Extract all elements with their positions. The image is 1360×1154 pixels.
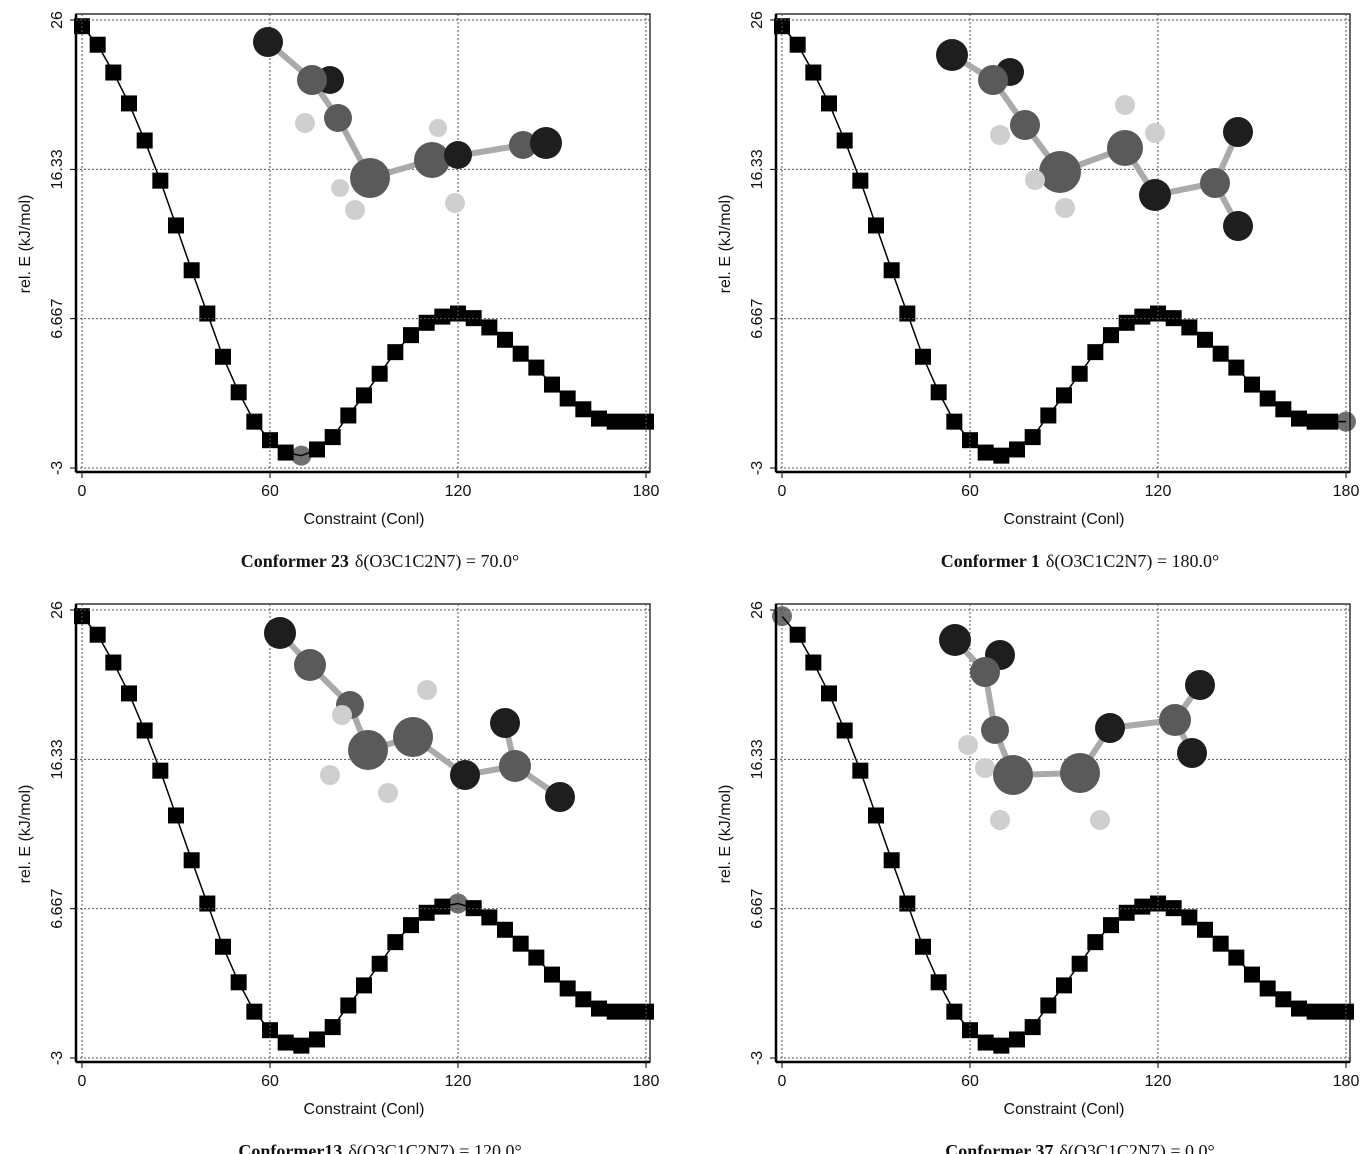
y-axis-label: rel. E (kJ/mol) (717, 785, 734, 884)
x-tick-label: 180 (633, 483, 660, 500)
x-tick-label: 60 (261, 1073, 279, 1090)
y-axis-label: rel. E (kJ/mol) (17, 195, 34, 294)
x-tick-label: 120 (1145, 483, 1172, 500)
x-tick-label: 60 (961, 483, 979, 500)
x-tick-label: 0 (778, 483, 787, 500)
x-tick-label: 60 (261, 483, 279, 500)
molecule (936, 39, 1253, 241)
x-axis-label: Constraint (Conl) (1004, 1101, 1125, 1118)
x-tick-label: 180 (1333, 1073, 1360, 1090)
caption-label: Conformer 1 (941, 551, 1040, 571)
chart-grid: -3 6.667 16.33 26 0 60 120 180 Constraint (Conl)… (0, 0, 1360, 1154)
molecule (253, 27, 562, 220)
x-tick-label: 0 (78, 483, 87, 500)
y-tick-label: 16.33 (49, 149, 66, 189)
x-tick-label: 0 (778, 1073, 787, 1090)
caption-text: δ(O3C1C2N7) = 0.0° (1059, 1141, 1214, 1154)
y-tick-label: -3 (749, 461, 766, 475)
y-tick-label: -3 (49, 461, 66, 475)
panel: -3 6.667 16.33 26 0 60 120 180 Constraint (Conl)… (17, 11, 659, 572)
x-axis-label: Constraint (Conl) (304, 1101, 425, 1118)
panel: -3 6.667 16.33 26 0 60 120 180 Constraint (Conl)… (17, 601, 659, 1154)
panel: -3 6.667 16.33 26 0 60 120 180 Constraint (Conl)… (717, 11, 1359, 572)
caption: Conformer13 δ(O3C1C2N7) = 120.0° (238, 1141, 521, 1154)
y-tick-label: 26 (749, 11, 766, 29)
panel: -3 6.667 16.33 26 0 60 120 180 Constraint (Conl)… (717, 601, 1359, 1154)
caption: Conformer 37 δ(O3C1C2N7) = 0.0° (945, 1141, 1214, 1154)
y-tick-label: 26 (49, 11, 66, 29)
y-tick-label: 16.33 (49, 739, 66, 779)
x-tick-label: 120 (445, 1073, 472, 1090)
x-axis-label: Constraint (Conl) (1004, 511, 1125, 528)
y-tick-label: -3 (49, 1051, 66, 1065)
x-tick-label: 0 (78, 1073, 87, 1090)
y-tick-label: 26 (49, 601, 66, 619)
caption-label: Conformer 37 (945, 1141, 1053, 1154)
y-tick-label: 6.667 (49, 889, 66, 929)
caption-label: Conformer13 (238, 1141, 342, 1154)
caption-text: δ(O3C1C2N7) = 70.0° (355, 551, 519, 572)
y-tick-label: 6.667 (749, 299, 766, 339)
x-tick-label: 120 (1145, 1073, 1172, 1090)
y-tick-label: 6.667 (49, 299, 66, 339)
y-tick-label: 16.33 (749, 149, 766, 189)
x-tick-label: 180 (1333, 483, 1360, 500)
molecule (264, 617, 575, 812)
y-tick-label: 16.33 (749, 739, 766, 779)
x-axis-label: Constraint (Conl) (304, 511, 425, 528)
caption: Conformer 23 δ(O3C1C2N7) = 70.0° (241, 551, 519, 572)
y-tick-label: -3 (749, 1051, 766, 1065)
x-tick-label: 120 (445, 483, 472, 500)
caption-text: δ(O3C1C2N7) = 180.0° (1046, 551, 1219, 572)
caption-label: Conformer 23 (241, 551, 349, 571)
y-axis-label: rel. E (kJ/mol) (717, 195, 734, 294)
caption-text: δ(O3C1C2N7) = 120.0° (348, 1141, 521, 1154)
molecule (939, 624, 1215, 830)
caption: Conformer 1 δ(O3C1C2N7) = 180.0° (941, 551, 1219, 572)
y-tick-label: 26 (749, 601, 766, 619)
x-tick-label: 60 (961, 1073, 979, 1090)
y-tick-label: 6.667 (749, 889, 766, 929)
y-axis-label: rel. E (kJ/mol) (17, 785, 34, 884)
x-tick-label: 180 (633, 1073, 660, 1090)
